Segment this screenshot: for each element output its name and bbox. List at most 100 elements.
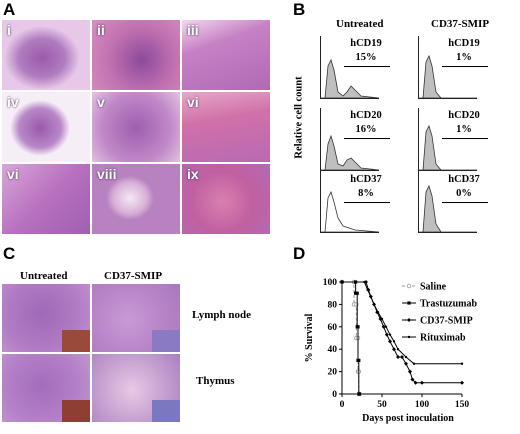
tile-label: vi [187,94,199,110]
data-point-rituximab [372,303,376,306]
histogram-untreated-cd37 [320,170,379,233]
histogram-treated-cd19-pct: 1% [456,52,472,63]
data-point-cd37-smip [413,380,418,385]
legend-label: Trastuzumab [420,299,477,310]
histology-tile-vi: vi [182,92,270,162]
panel-d-survival-chart: 0 20 40 60 80 100 0 50 100 150 Days post inoculati… [300,270,520,429]
legend-marker [407,318,411,322]
histogram-gate-bar [344,138,390,139]
data-point-cd37-smip [384,332,389,337]
row-label-lymph-node: Lymph node [192,309,251,321]
data-point-cd37-smip [381,324,386,329]
panel-d-letter: D [293,244,306,263]
data-point-rituximab [369,295,372,298]
x-tick-label: 150 [455,400,470,410]
panel-c-untreated-header: Untreated [20,270,68,282]
data-point-cd37-smip [408,369,412,374]
data-point-cd37-smip [410,377,415,382]
tile-label: vi [7,166,19,182]
panel-a-letter: A [3,0,16,19]
inset-ihc [152,400,180,422]
histogram-treated-cd37 [418,170,477,233]
tile-label: ix [187,166,199,182]
data-point-cd37-smip [388,339,392,344]
data-point-rituximab [412,362,416,365]
data-point-rituximab [340,280,344,284]
histology-tile-iv: iv [2,92,90,162]
histogram-treated-cd37-pct: 0% [456,188,472,199]
data-point-cd37-smip [396,355,400,360]
histology-tile-vii: vi [2,164,90,234]
y-tick-label: 0 [332,390,337,400]
histogram-treated-cd19-marker: hCD19 [448,38,480,49]
x-tick-label: 50 [377,400,387,410]
panel-c-letter: C [3,244,16,263]
data-point-trastuzumab [356,325,360,329]
panel-c-treated-header: CD37-SMIP [104,270,163,282]
inset-ihc [62,400,90,422]
histogram-untreated-cd20 [320,108,379,171]
histology-tile-i: i [2,20,90,90]
histology-treated-lymph-node [92,284,180,352]
tile-label: i [7,22,11,38]
histology-tile-iii: iii [182,20,270,90]
data-point-trastuzumab [355,291,359,295]
histology-untreated-lymph-node [2,284,90,352]
histogram-treated-cd19 [418,36,477,99]
data-point-cd37-smip [400,355,404,360]
data-point-cd37-smip [460,380,464,385]
tile-label: viii [97,166,117,182]
tile-label: iv [7,94,19,110]
histogram-untreated-cd19-marker: hCD19 [350,38,382,49]
histogram-gate-bar [442,138,488,139]
histogram-untreated-cd20-marker: hCD20 [350,110,382,121]
histology-tile-v: v [92,92,180,162]
tile-label: ii [97,22,105,38]
y-tick-label: 60 [328,323,338,333]
histogram-untreated-cd20-pct: 16% [355,124,377,135]
histology-tile-viii: viii [92,164,180,234]
histology-tile-ii: ii [92,20,180,90]
tile-label: iii [187,22,199,38]
y-tick-label: 80 [328,300,338,310]
data-point-trastuzumab [357,358,361,362]
panel-b-treated-header: CD37-SMIP [431,18,490,30]
data-point-cd37-smip [420,380,424,385]
histology-untreated-thymus [2,354,90,422]
histogram-gate-bar [344,66,390,67]
panel-b-untreated-header: Untreated [336,18,384,30]
x-axis-label: Days post inoculation [362,413,454,424]
histogram-untreated-cd37-marker: hCD37 [350,174,382,185]
inset-ihc [62,330,90,352]
data-point-rituximab [404,355,408,359]
data-point-rituximab [366,288,369,292]
tile-label: v [97,94,105,110]
panel-b-letter: B [293,0,306,19]
legend-label: Rituximab [420,333,466,344]
panel-b-ylabel: Relative cell count [293,76,305,159]
y-tick-label: 20 [328,368,338,378]
data-point-cd37-smip [392,347,396,352]
histogram-untreated-cd19-pct: 15% [355,52,377,63]
x-tick-label: 100 [415,400,430,410]
inset-ihc [152,330,180,352]
histology-tile-ix: ix [182,164,270,234]
histogram-treated-cd37-marker: hCD37 [448,174,480,185]
data-point-rituximab [384,325,388,328]
data-point-rituximab [392,340,396,343]
histogram-treated-cd20 [418,108,477,171]
histogram-gate-bar [344,202,390,203]
y-axis-label: % Survival [304,313,315,362]
data-point-rituximab [460,362,464,365]
y-tick-label: 100 [323,278,338,288]
data-point-trastuzumab [358,392,362,396]
histogram-gate-bar [442,202,488,203]
legend-marker [407,301,411,305]
data-point-rituximab [380,317,384,321]
data-point-rituximab [388,333,392,336]
histogram-untreated-cd37-pct: 8% [358,188,374,199]
legend-marker [406,283,412,289]
data-point-rituximab [363,280,366,284]
x-tick-label: 0 [340,400,345,410]
